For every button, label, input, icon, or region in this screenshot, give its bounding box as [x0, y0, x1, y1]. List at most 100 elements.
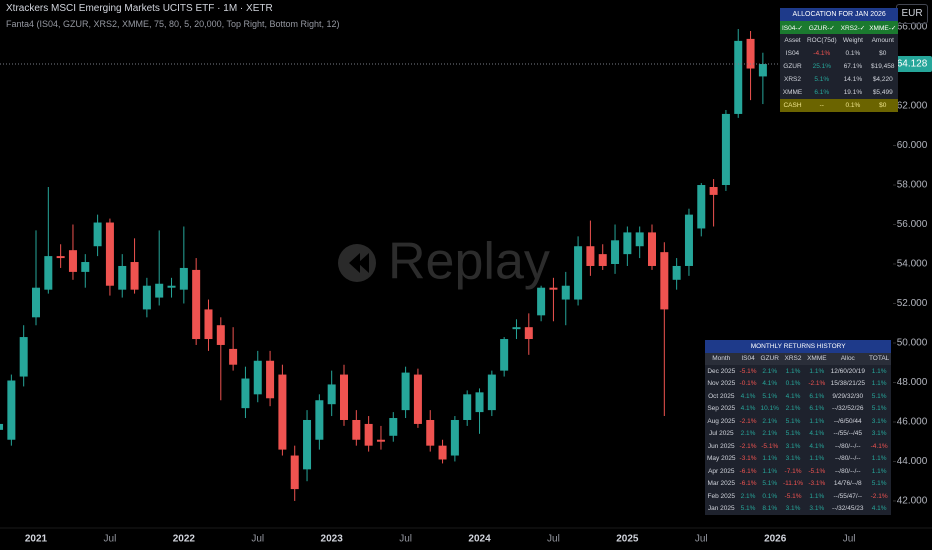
table-row: GZUR 25.1% 67.1% $19,458 — [780, 60, 899, 73]
candle-body — [142, 285, 151, 310]
table-cell: XRS2-✓ — [838, 21, 868, 34]
table-cell: -5.1% — [780, 490, 806, 503]
candle-body — [167, 285, 176, 288]
table-cell: 8.1% — [758, 502, 781, 515]
candle-body — [734, 40, 743, 114]
table-cell: 9/29/32/30 — [828, 390, 867, 403]
table-cell: 4.1% — [737, 390, 759, 403]
y-tick-label: 48.000 — [897, 377, 928, 388]
y-tick-label: 60.000 — [897, 140, 928, 151]
table-cell: --/32/45/23 — [828, 502, 867, 515]
candle-body — [537, 287, 546, 316]
table-cell: --/55/47/-- — [828, 490, 867, 503]
x-tick-label: Jul — [399, 534, 412, 545]
y-tick-label: 50.000 — [897, 338, 928, 349]
table-cell: 4.1% — [737, 402, 759, 415]
table-cell: -2.1% — [737, 440, 759, 453]
candle-body — [450, 419, 459, 456]
table-cell: 2.1% — [758, 427, 781, 440]
table-cell: Dec 2025 — [705, 365, 738, 378]
y-tick-label: 54.000 — [897, 259, 928, 270]
table-cell: Aug 2025 — [705, 415, 738, 428]
table-cell: -2.1% — [737, 415, 759, 428]
table-cell: --/6/50/44 — [828, 415, 867, 428]
currency-button[interactable]: EUR — [896, 4, 928, 24]
table-cell: Weight — [838, 34, 868, 47]
table-cell: ALLOCATION FOR JAN 2026 — [780, 8, 899, 21]
candle-body — [118, 265, 127, 290]
table-cell: --/32/52/26 — [828, 402, 867, 415]
candle-body — [216, 325, 225, 345]
candle-body — [586, 246, 595, 266]
candle-body — [0, 423, 4, 430]
table-cell: $5,499 — [867, 86, 899, 99]
table-cell: $4,220 — [867, 73, 899, 86]
candle-body — [364, 423, 373, 446]
table-cell: Alloc — [828, 352, 867, 365]
candle-body — [512, 327, 521, 330]
candle-body — [438, 445, 447, 460]
table-cell: 15/38/21/25 — [828, 377, 867, 390]
candle-body — [611, 240, 620, 264]
table-cell: 5.1% — [866, 390, 892, 403]
table-cell: Jul 2025 — [705, 427, 738, 440]
table-cell: 10.1% — [758, 402, 781, 415]
x-tick-label: Jul — [104, 534, 117, 545]
table-cell: 2.1% — [780, 402, 806, 415]
table-cell: 3.1% — [780, 452, 806, 465]
table-cell: 6.1% — [805, 402, 829, 415]
table-cell: 1.1% — [866, 377, 892, 390]
table-cell: 0.1% — [838, 47, 868, 60]
candle-body — [401, 372, 410, 411]
table-cell: 2.1% — [737, 427, 759, 440]
table-row: Jul 2025 2.1% 2.1% 5.1% 4.1% --/55/--/45 3.1% — [705, 427, 892, 440]
price-axis — [893, 0, 932, 550]
table-cell: Oct 2025 — [705, 390, 738, 403]
table-row: Jun 2025 -2.1% -5.1% 3.1% 4.1% --/80/--/-- -4.… — [705, 440, 892, 453]
x-tick-label: Jul — [251, 534, 264, 545]
y-tick-label: 44.000 — [897, 456, 928, 467]
allocation-table: ALLOCATION FOR JAN 2026 IS04-✓ GZUR-✓ XRS2-… — [780, 8, 899, 112]
x-tick-label: 2023 — [321, 534, 344, 545]
table-cell: XMME — [780, 86, 805, 99]
candle-body — [7, 380, 16, 440]
table-cell: XRS2 — [780, 352, 806, 365]
table-cell: 5.1% — [758, 477, 781, 490]
indicator-label: Fanta4 (IS04, GZUR, XRS2, XMME, 75, 80, … — [6, 19, 340, 29]
candle-body — [389, 418, 398, 436]
candle-body — [758, 64, 767, 77]
table-cell: 1.1% — [758, 465, 781, 478]
table-cell: Mar 2025 — [705, 477, 738, 490]
table-row: MONTHLY RETURNS HISTORY — [705, 340, 892, 353]
table-cell: -6.1% — [737, 465, 759, 478]
table-cell: -0.1% — [737, 377, 759, 390]
candle-body — [475, 392, 484, 413]
candle-body — [253, 360, 262, 395]
table-row: Month IS04 GZUR XRS2 XMME Alloc TOTAL — [705, 352, 892, 365]
x-tick-label: Jul — [843, 534, 856, 545]
candle-body — [463, 394, 472, 420]
candle-body — [635, 232, 644, 247]
x-tick-label: 2021 — [25, 534, 48, 545]
candle-body — [598, 254, 607, 266]
returns-table: MONTHLY RETURNS HISTORY Month IS04 GZUR XRS2… — [705, 340, 892, 515]
table-cell: 0.1% — [838, 99, 868, 112]
candle-body — [426, 419, 435, 446]
table-cell: 4.1% — [758, 377, 781, 390]
table-cell: Nov 2025 — [705, 377, 738, 390]
candle-body — [266, 360, 275, 399]
watermark: Replay — [338, 233, 550, 291]
table-cell: 3.1% — [805, 502, 829, 515]
candle-body — [327, 384, 336, 405]
candle-body — [105, 222, 114, 286]
table-cell: 25.1% — [804, 60, 839, 73]
candle-body — [130, 262, 139, 290]
candle-body — [574, 246, 583, 300]
table-cell: 0.1% — [758, 490, 781, 503]
table-cell: 1.1% — [805, 365, 829, 378]
table-cell: --/55/--/45 — [828, 427, 867, 440]
table-cell: 2.1% — [758, 365, 781, 378]
table-cell: XRS2 — [780, 73, 805, 86]
y-tick-label: 58.000 — [897, 180, 928, 191]
table-cell: Amount — [867, 34, 899, 47]
